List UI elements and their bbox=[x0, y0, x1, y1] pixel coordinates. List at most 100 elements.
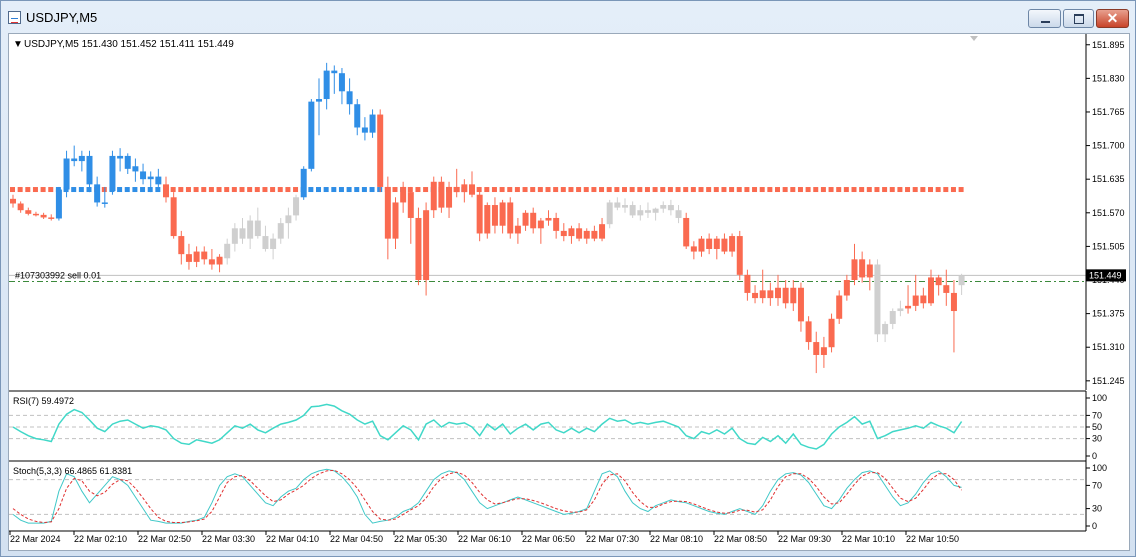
level-dot bbox=[622, 187, 627, 193]
level-dot bbox=[882, 187, 888, 193]
candle bbox=[828, 313, 835, 353]
chart-area[interactable]: ▼ USDJPY,M5 151.430 151.452 151.411 151.… bbox=[8, 33, 1130, 551]
candle-body bbox=[660, 205, 667, 209]
title-bar[interactable]: USDJPY,M5 ✕ bbox=[1, 1, 1135, 33]
candle-body bbox=[155, 176, 162, 185]
price-tick-label: 151.310 bbox=[1092, 342, 1125, 352]
candle-body bbox=[438, 181, 445, 208]
rsi-panel[interactable]: RSI(7) 59.4972 100 70 50 30 0 bbox=[9, 392, 1107, 461]
candle bbox=[537, 217, 544, 244]
candle-body bbox=[851, 259, 858, 281]
maximize-button[interactable] bbox=[1063, 9, 1094, 28]
candle-body bbox=[690, 246, 697, 252]
level-dot bbox=[782, 187, 788, 193]
level-dot bbox=[247, 187, 253, 193]
candle bbox=[400, 181, 407, 213]
candle bbox=[155, 168, 162, 187]
level-dot bbox=[170, 187, 176, 193]
candle-body bbox=[484, 205, 491, 234]
chart-menu-triangle-icon[interactable]: ▼ bbox=[13, 39, 23, 50]
shift-marker-icon[interactable] bbox=[970, 36, 978, 41]
candle-body bbox=[423, 210, 430, 281]
candle-body bbox=[859, 259, 866, 278]
level-dot bbox=[17, 187, 23, 193]
stoch-axis: 100 70 30 0 bbox=[1086, 463, 1107, 531]
candle bbox=[843, 274, 850, 301]
candle-body bbox=[874, 264, 881, 335]
candle bbox=[262, 225, 269, 252]
candle bbox=[461, 179, 468, 203]
minimize-button[interactable] bbox=[1028, 9, 1061, 28]
level-dot bbox=[606, 187, 612, 193]
candle-body bbox=[560, 230, 567, 237]
level-dot bbox=[293, 187, 299, 193]
level-dot bbox=[361, 187, 367, 193]
candle bbox=[71, 145, 78, 167]
candle bbox=[583, 228, 590, 244]
candle bbox=[300, 166, 307, 200]
level-dot bbox=[576, 187, 582, 193]
time-axis[interactable]: 22 Mar 2024 22 Mar 02:10 22 Mar 02:50 22 Ma… bbox=[9, 531, 959, 544]
candle-body bbox=[866, 264, 873, 278]
level-dot bbox=[889, 187, 895, 193]
time-tick-label: 22 Mar 09:30 bbox=[778, 534, 831, 544]
stoch-main-series bbox=[12, 468, 962, 524]
level-dot bbox=[507, 187, 513, 193]
level-dot bbox=[10, 187, 15, 193]
candle-body bbox=[377, 114, 384, 187]
candle-body bbox=[882, 323, 889, 335]
stochastic-panel[interactable]: Stoch(5,3,3) 66.4865 61.8381 100 70 30 0 bbox=[9, 462, 1107, 531]
level-dot bbox=[629, 187, 635, 193]
candle bbox=[338, 68, 345, 105]
time-tick-label: 22 Mar 10:50 bbox=[906, 534, 959, 544]
level-dot bbox=[905, 187, 911, 193]
candle-body bbox=[805, 321, 812, 343]
candle-body bbox=[323, 70, 330, 100]
candle-body bbox=[254, 220, 261, 237]
candle-body bbox=[308, 101, 315, 169]
level-dot bbox=[820, 187, 826, 193]
level-dot bbox=[491, 187, 497, 193]
candle-body bbox=[782, 287, 789, 304]
candle bbox=[216, 254, 223, 273]
close-button[interactable]: ✕ bbox=[1096, 9, 1129, 28]
candle bbox=[667, 199, 674, 216]
candle bbox=[820, 336, 827, 368]
level-dot bbox=[178, 187, 184, 193]
candle-body bbox=[767, 290, 774, 299]
candle-body bbox=[935, 277, 942, 286]
level-dot bbox=[140, 187, 146, 193]
window-title: USDJPY,M5 bbox=[26, 10, 98, 25]
indicator-tick-label: 0 bbox=[1092, 451, 1097, 461]
stoch-panel-bg bbox=[9, 462, 1086, 530]
level-dot bbox=[537, 187, 543, 193]
candle bbox=[889, 308, 896, 330]
level-dot bbox=[797, 187, 803, 193]
level-dot bbox=[568, 187, 574, 193]
level-dot bbox=[132, 187, 138, 193]
main-price-panel[interactable]: ▼ USDJPY,M5 151.430 151.452 151.411 151.… bbox=[9, 34, 1126, 390]
level-dot bbox=[124, 187, 130, 193]
level-dot bbox=[759, 187, 765, 193]
level-dot bbox=[599, 187, 605, 193]
time-tick-label: 22 Mar 03:30 bbox=[202, 534, 255, 544]
candle-body bbox=[300, 168, 307, 198]
price-tick-label: 151.375 bbox=[1092, 309, 1125, 319]
candle-body bbox=[897, 308, 904, 312]
level-dot bbox=[683, 187, 689, 193]
candle-body bbox=[224, 243, 231, 259]
stoch-label: Stoch(5,3,3) 66.4865 61.8381 bbox=[13, 466, 132, 476]
chart-canvas[interactable]: ▼ USDJPY,M5 151.430 151.452 151.411 151.… bbox=[9, 34, 1129, 550]
candle-body bbox=[461, 184, 468, 193]
candle-body bbox=[10, 198, 16, 204]
candle-body bbox=[17, 203, 24, 211]
level-dot bbox=[744, 187, 750, 193]
level-dot bbox=[729, 187, 735, 193]
level-dot bbox=[752, 187, 758, 193]
candle-body bbox=[247, 220, 254, 239]
price-axis[interactable]: 151.895 151.830 151.765 151.700 151.635 151.5… bbox=[1085, 34, 1125, 390]
candle bbox=[912, 274, 919, 312]
candle-body bbox=[591, 230, 598, 239]
level-dot bbox=[392, 187, 398, 193]
level-dot bbox=[843, 187, 849, 193]
